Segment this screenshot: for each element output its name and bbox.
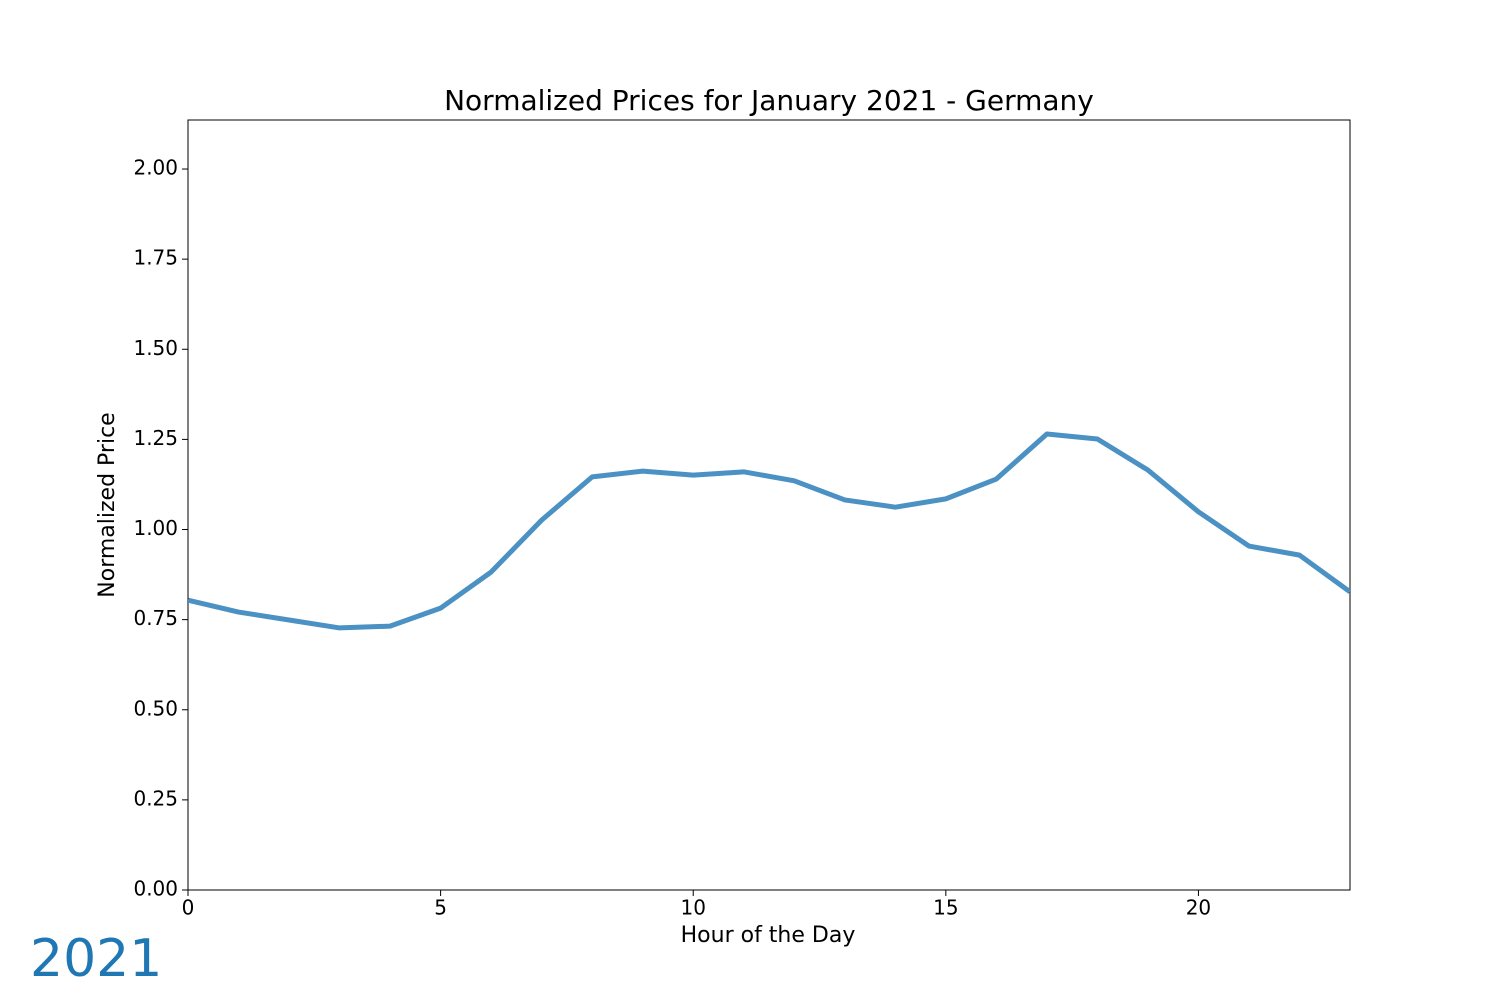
y-tick-label: 0.25: [133, 786, 178, 810]
x-tick-label: 10: [680, 896, 705, 920]
y-tick-label: 1.50: [133, 336, 178, 360]
x-tick-label: 20: [1186, 896, 1211, 920]
x-axis-label: Hour of the Day: [681, 923, 856, 948]
y-tick-label: 0.75: [133, 606, 178, 630]
y-tick-label: 1.00: [133, 516, 178, 540]
x-tick-label: 15: [933, 896, 958, 920]
y-tick-label: 1.25: [133, 426, 178, 450]
plot-frame: [187, 119, 1351, 891]
y-tick-label: 1.75: [133, 246, 178, 270]
y-tick-label: 0.00: [133, 877, 178, 901]
x-tick-label: 0: [182, 896, 195, 920]
y-axis-label: Normalized Price: [95, 412, 120, 597]
y-tick-label: 2.00: [133, 156, 178, 180]
price-line: [188, 431, 1350, 631]
year-annotation: 2021: [30, 929, 162, 989]
y-tick-label: 0.50: [133, 696, 178, 720]
x-tick-label: 5: [434, 896, 447, 920]
chart-title: Normalized Prices for January 2021 - Ger…: [444, 84, 1094, 117]
